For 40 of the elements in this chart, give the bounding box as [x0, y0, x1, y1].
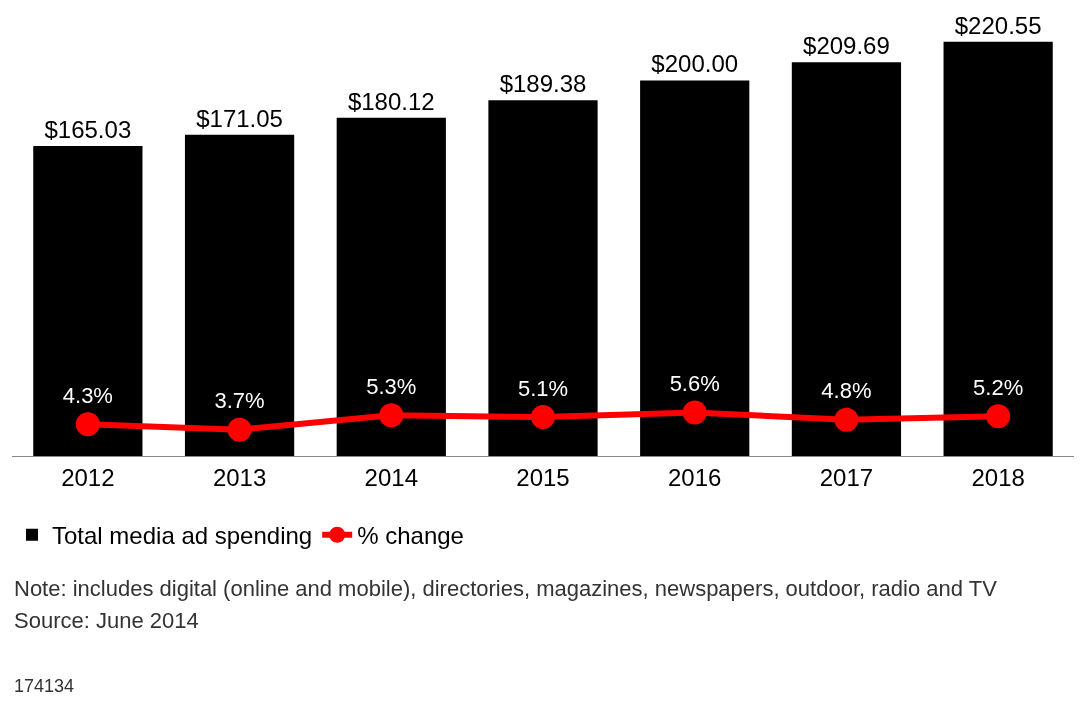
- bar: [791, 62, 902, 456]
- data-label: 5.3%: [366, 373, 417, 399]
- text: Note: includes digital (online and mobile), directories, magazines, newspapers, outdoor, radio and TV: [14, 576, 998, 601]
- bar: [184, 134, 295, 456]
- x-tick-label: 2012: [61, 463, 115, 491]
- bar: [943, 41, 1053, 456]
- point: [986, 404, 1011, 429]
- data-label: $200.00: [651, 50, 739, 78]
- data-label: 5.1%: [517, 375, 569, 401]
- point: [379, 403, 404, 428]
- bar: [488, 100, 598, 456]
- data-label: $165.03: [44, 116, 132, 144]
- point: [227, 417, 252, 442]
- x-tick-label: 2018: [971, 463, 1025, 491]
- data-label: $209.69: [803, 32, 890, 60]
- data-label: 3.7%: [214, 388, 265, 414]
- text: 174134: [14, 676, 75, 696]
- point: [682, 400, 707, 425]
- data-label: $180.12: [347, 87, 435, 115]
- bar: [640, 80, 750, 456]
- data-label: 4.8%: [821, 378, 872, 404]
- point: [75, 412, 100, 437]
- legend-label: % change: [357, 522, 464, 550]
- x-tick-label: 2014: [364, 463, 418, 491]
- x-tick-label: 2016: [668, 463, 722, 491]
- x-tick-label: 2017: [819, 463, 874, 491]
- x-tick-label: 2013: [212, 463, 267, 491]
- data-label: 5.6%: [669, 371, 720, 397]
- data-label: 5.2%: [973, 374, 1024, 400]
- data-label: $189.38: [499, 70, 587, 98]
- source-note: Source: June 2014: [14, 608, 199, 633]
- point: [531, 405, 555, 430]
- x-tick-label: 2015: [516, 463, 570, 491]
- bar: [33, 146, 143, 456]
- data-label: $220.55: [954, 11, 1042, 39]
- data-label: $171.05: [196, 104, 283, 132]
- data-label: 4.3%: [62, 382, 113, 408]
- bar: [336, 117, 446, 456]
- legend-label: Total media ad spending: [52, 522, 313, 550]
- point: [834, 407, 859, 432]
